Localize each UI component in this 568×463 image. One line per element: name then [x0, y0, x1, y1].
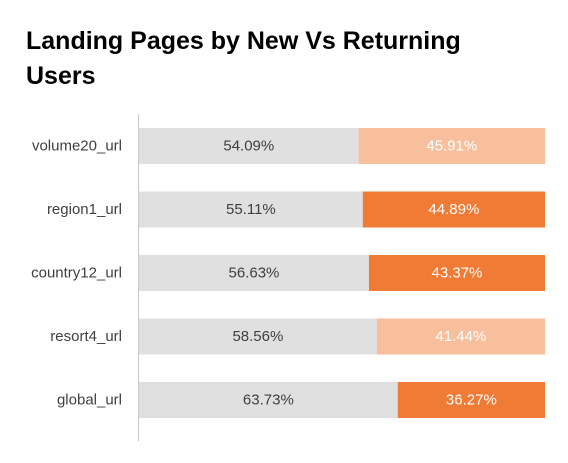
data-label: 36.27% — [446, 392, 497, 409]
bar-segment — [139, 128, 359, 164]
bar-segment — [139, 255, 369, 291]
category-label: region1_url — [47, 201, 122, 218]
category-label: country12_url — [31, 265, 122, 282]
chart-title: Landing Pages by New Vs Returning Users — [26, 27, 461, 90]
bar-segment — [139, 382, 398, 418]
data-label: 44.89% — [428, 201, 479, 218]
category-label: global_url — [57, 392, 122, 409]
bar-segment — [362, 191, 545, 228]
category-label: volume20_url — [32, 138, 122, 155]
bar-segment — [139, 191, 363, 228]
data-label: 56.63% — [229, 265, 280, 282]
data-label: 55.11% — [226, 201, 276, 218]
bar-segment — [376, 318, 545, 355]
data-label: 41.44% — [435, 328, 486, 345]
data-label: 43.37% — [432, 265, 483, 282]
bar-segment — [139, 318, 377, 355]
bars-group — [139, 128, 545, 418]
data-label: 45.91% — [426, 138, 477, 155]
data-label: 54.09% — [223, 138, 274, 155]
labels-group: volume20_url 54.09% 45.91% region1_url 55.11… — [31, 138, 497, 409]
bar-segment — [368, 255, 545, 291]
bar-segment — [397, 382, 545, 418]
data-label: 63.73% — [243, 392, 294, 409]
category-label: resort4_url — [50, 328, 122, 345]
data-label: 58.56% — [232, 328, 283, 345]
bar-segment — [358, 128, 545, 164]
